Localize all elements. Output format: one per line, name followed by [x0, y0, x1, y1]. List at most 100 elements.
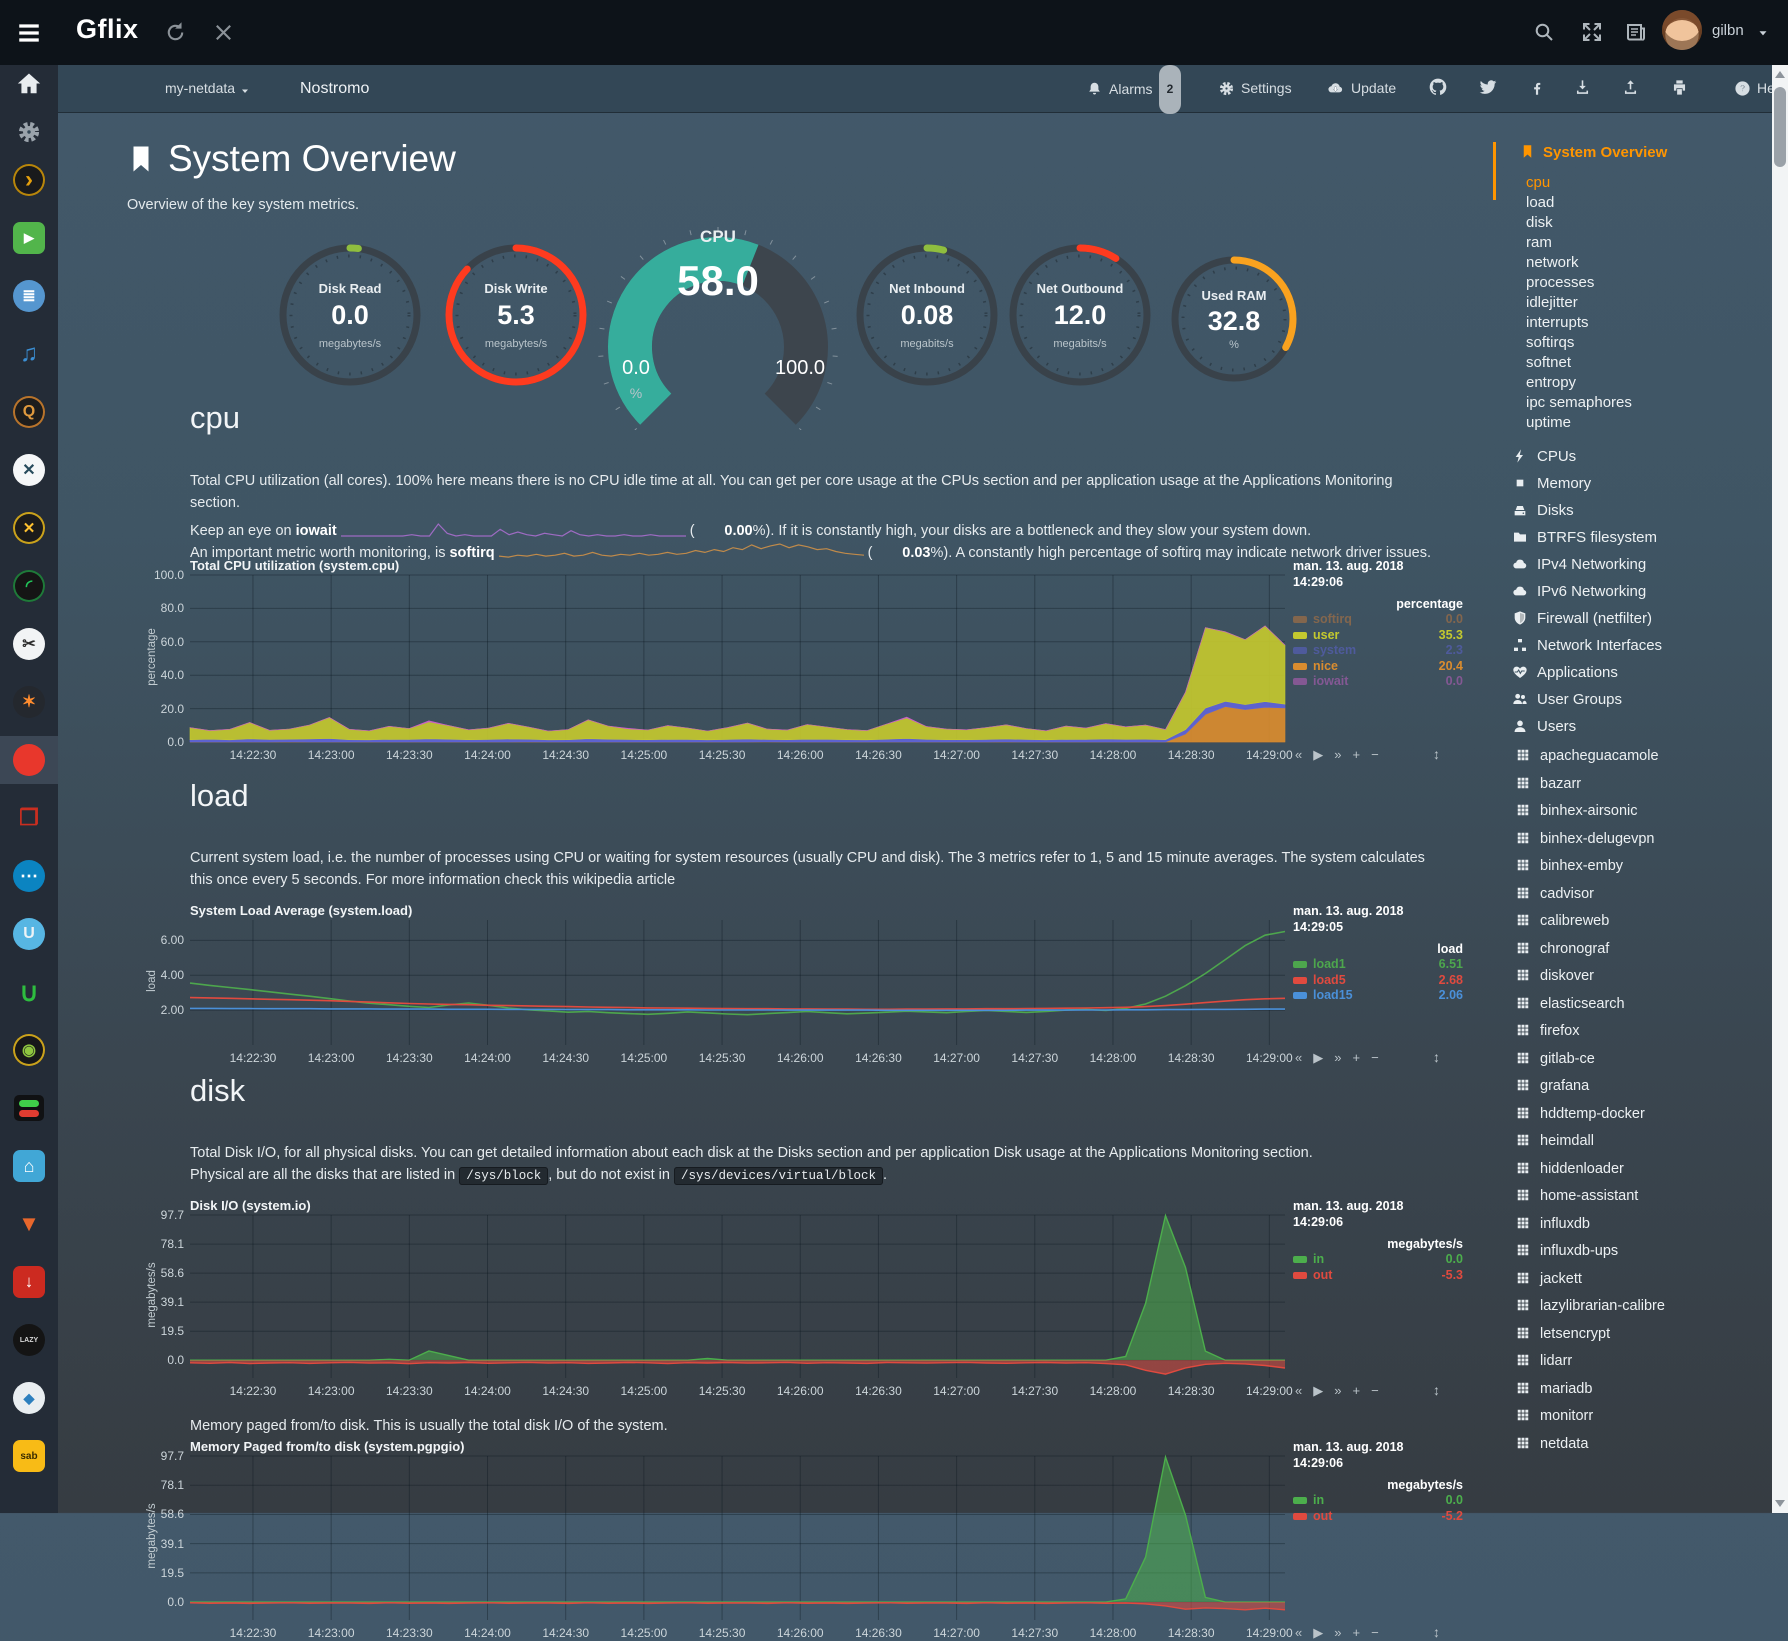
unmanic-icon[interactable]: ∪ — [12, 975, 46, 1009]
app-brand[interactable]: Gflix — [76, 14, 139, 45]
toc-chapter-users[interactable]: Users — [1512, 718, 1576, 735]
update-button[interactable]: Update — [1326, 65, 1396, 112]
play-icon[interactable]: ▶ — [1313, 1383, 1325, 1398]
toc-app-binhex-airsonic[interactable]: binhex-airsonic — [1516, 803, 1638, 819]
toc-app-hddtemp-docker[interactable]: hddtemp-docker — [1516, 1106, 1645, 1122]
toc-chapter-memory[interactable]: Memory — [1512, 475, 1591, 492]
toc-item-disk[interactable]: disk — [1526, 214, 1553, 231]
ombi-icon[interactable]: ✕ — [12, 453, 46, 487]
zoom-in-icon[interactable]: + — [1352, 1383, 1362, 1398]
zoom-in-icon[interactable]: + — [1352, 1050, 1362, 1065]
plex-icon[interactable]: › — [12, 163, 46, 197]
toc-item-cpu[interactable]: cpu — [1526, 174, 1550, 191]
lidarr-icon[interactable]: ◜ — [12, 569, 46, 603]
toc-app-lidarr[interactable]: lidarr — [1516, 1353, 1572, 1369]
zoom-out-icon[interactable]: − — [1371, 1383, 1381, 1398]
user-menu[interactable]: gilbn — [1712, 22, 1744, 39]
toc-app-influxdb[interactable]: influxdb — [1516, 1216, 1590, 1232]
toc-app-netdata[interactable]: netdata — [1516, 1436, 1588, 1452]
jackett-icon[interactable]: Q — [12, 395, 46, 429]
softirq-sparkline[interactable] — [499, 542, 864, 567]
play-icon[interactable]: ▶ — [1313, 1625, 1325, 1640]
facebook-icon[interactable] — [1528, 65, 1552, 112]
pgpgio-resize-handle[interactable]: ↕ — [1433, 1624, 1440, 1640]
section-heading-cpu[interactable]: cpu — [190, 400, 240, 436]
toc-item-ipc-semaphores[interactable]: ipc semaphores — [1526, 394, 1632, 411]
scrollbar[interactable] — [1772, 65, 1788, 1513]
ubooquity-icon[interactable]: U — [12, 917, 46, 951]
close-icon[interactable] — [212, 21, 235, 44]
play-icon[interactable]: ▶ — [1313, 747, 1325, 762]
toc-header-system-overview[interactable]: System Overview — [1520, 144, 1667, 161]
export-icon[interactable] — [1621, 65, 1646, 112]
news-icon[interactable] — [1624, 20, 1648, 44]
zoom-out-icon[interactable]: − — [1371, 1050, 1381, 1065]
toc-item-processes[interactable]: processes — [1526, 274, 1594, 291]
radarr-icon[interactable]: ✕ — [12, 511, 46, 545]
scroll-down-arrow[interactable] — [1775, 1500, 1785, 1507]
pan-forward-icon[interactable]: » — [1334, 1383, 1343, 1398]
grafana-icon[interactable]: ✶ — [12, 685, 46, 719]
monitorr-icon[interactable] — [12, 1091, 46, 1125]
pan-backward-icon[interactable]: « — [1295, 1625, 1304, 1640]
pan-backward-icon[interactable]: « — [1295, 747, 1304, 762]
toc-app-cadvisor[interactable]: cadvisor — [1516, 886, 1594, 902]
netdata-icon[interactable] — [12, 743, 46, 777]
toc-app-apacheguacamole[interactable]: apacheguacamole — [1516, 748, 1659, 764]
hostname[interactable]: Nostromo — [300, 65, 369, 112]
home-assistant-icon[interactable]: ⌂ — [12, 1149, 46, 1183]
toc-chapter-network-interfaces[interactable]: Network Interfaces — [1512, 637, 1662, 654]
nextcloud-icon[interactable]: ⋯ — [12, 859, 46, 893]
pan-forward-icon[interactable]: » — [1334, 1625, 1343, 1640]
toc-chapter-user-groups[interactable]: User Groups — [1512, 691, 1622, 708]
print-icon[interactable] — [1670, 65, 1695, 112]
toc-chapter-disks[interactable]: Disks — [1512, 502, 1574, 519]
lazylibrarian-icon[interactable]: LAZY — [12, 1323, 46, 1357]
avatar[interactable] — [1662, 10, 1702, 50]
toc-chapter-ipv4-networking[interactable]: IPv4 Networking — [1512, 556, 1646, 573]
toc-app-diskover[interactable]: diskover — [1516, 968, 1594, 984]
toc-app-elasticsearch[interactable]: elasticsearch — [1516, 996, 1625, 1012]
toc-app-jackett[interactable]: jackett — [1516, 1271, 1582, 1287]
fullscreen-icon[interactable] — [1580, 20, 1604, 44]
zoom-out-icon[interactable]: − — [1371, 747, 1381, 762]
cpu-chart-canvas[interactable] — [190, 575, 1285, 742]
toc-app-home-assistant[interactable]: home-assistant — [1516, 1188, 1638, 1204]
settings-icon[interactable] — [12, 115, 46, 149]
toc-app-firefox[interactable]: firefox — [1516, 1023, 1580, 1039]
toc-chapter-applications[interactable]: Applications — [1512, 664, 1618, 681]
toc-item-softirqs[interactable]: softirqs — [1526, 334, 1574, 351]
toc-app-gitlab-ce[interactable]: gitlab-ce — [1516, 1051, 1595, 1067]
section-heading-disk[interactable]: disk — [190, 1073, 245, 1109]
disk-legend-out[interactable]: out-5.3 — [1293, 1268, 1463, 1284]
toc-item-softnet[interactable]: softnet — [1526, 354, 1571, 371]
resilio-sync-icon[interactable]: ❒ — [12, 801, 46, 835]
settings-button[interactable]: Settings — [1218, 65, 1292, 112]
deluge-icon[interactable]: ◆ — [12, 1381, 46, 1415]
load-resize-handle[interactable]: ↕ — [1433, 1049, 1440, 1065]
pgpgio-chart-canvas[interactable] — [190, 1456, 1285, 1620]
pan-backward-icon[interactable]: « — [1295, 1383, 1304, 1398]
toc-chapter-firewall-netfilter-[interactable]: Firewall (netfilter) — [1512, 610, 1652, 627]
toc-app-letsencrypt[interactable]: letsencrypt — [1516, 1326, 1610, 1342]
organizr-icon[interactable]: ✂ — [12, 627, 46, 661]
toc-item-ram[interactable]: ram — [1526, 234, 1552, 251]
toc-app-hiddenloader[interactable]: hiddenloader — [1516, 1161, 1624, 1177]
load-chart-canvas[interactable] — [190, 920, 1285, 1045]
scrollbar-thumb[interactable] — [1774, 87, 1786, 167]
home-icon[interactable] — [12, 67, 46, 101]
disk-chart-canvas[interactable] — [190, 1215, 1285, 1378]
tautulli-icon[interactable]: ◉ — [12, 1033, 46, 1067]
gitlab-icon[interactable]: ▼ — [12, 1207, 46, 1241]
emby-icon[interactable]: ▶ — [12, 221, 46, 255]
zoom-in-icon[interactable]: + — [1352, 747, 1362, 762]
